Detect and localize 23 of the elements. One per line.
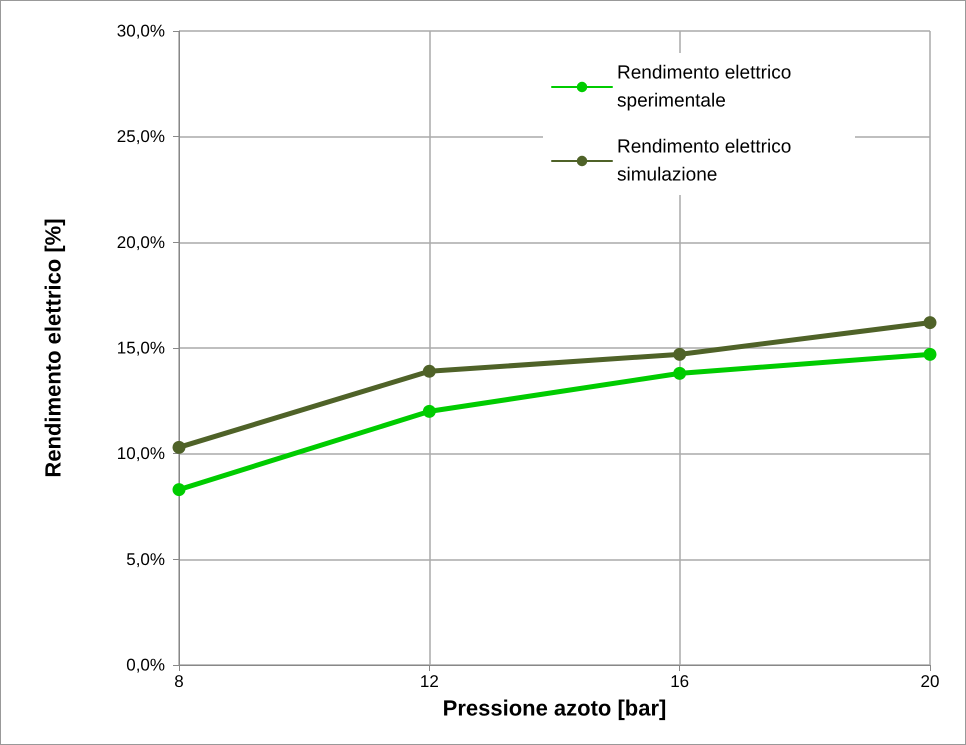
point	[422, 364, 436, 378]
y-tick-label: 5,0%	[126, 550, 165, 569]
point	[422, 404, 436, 418]
x-tick-label: 20	[920, 672, 940, 691]
y-tick-label: 0,0%	[126, 656, 165, 674]
x-axis-title: Pressione azoto [bar]	[442, 696, 666, 720]
point	[172, 440, 186, 454]
y-tick-label: 20,0%	[116, 232, 165, 252]
point	[924, 316, 936, 330]
legend-label: Rendimento elettrico simulazione	[617, 136, 797, 186]
x-tick-label: 8	[174, 672, 184, 691]
point	[172, 483, 186, 496]
point	[924, 348, 936, 361]
x-tick-label: 16	[670, 672, 690, 691]
point	[673, 366, 686, 380]
y-tick-label: 25,0%	[116, 127, 165, 146]
y-tick-label: 30,0%	[116, 22, 165, 40]
y-tick-label: 10,0%	[116, 444, 165, 464]
x-tick-label: 12	[420, 672, 439, 691]
legend-label: Rendimento elettrico sperimentale	[617, 62, 797, 112]
point	[673, 348, 686, 361]
y-tick-label: 15,0%	[116, 338, 165, 358]
y-axis-title: Rendimento elettrico [%]	[40, 218, 66, 478]
